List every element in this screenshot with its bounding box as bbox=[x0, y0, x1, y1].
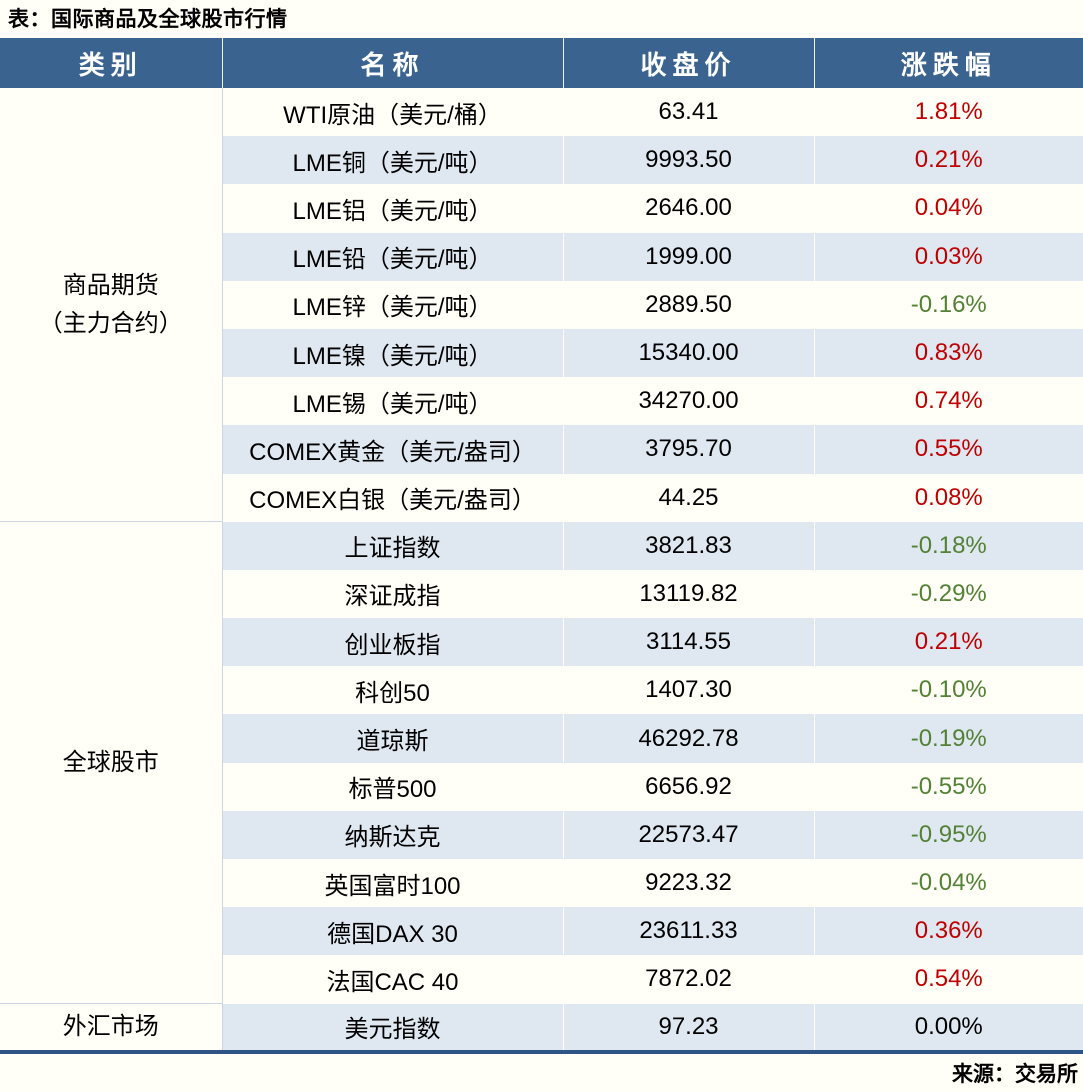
col-header-category: 类别 bbox=[0, 38, 223, 88]
name-cell: LME铅（美元/吨） bbox=[222, 232, 564, 281]
table-row: LME铜（美元/吨） 9993.50 0.21% bbox=[0, 136, 1083, 185]
close-cell: 3821.83 bbox=[563, 521, 815, 570]
name-cell: 科创50 bbox=[222, 666, 564, 715]
close-cell: 2646.00 bbox=[563, 184, 815, 233]
change-cell: -0.95% bbox=[814, 810, 1083, 859]
change-cell: -0.18% bbox=[814, 521, 1083, 570]
close-cell: 34270.00 bbox=[563, 377, 815, 426]
table-row: LME锡（美元/吨） 34270.00 0.74% bbox=[0, 377, 1083, 426]
table-row: 深证成指 13119.82 -0.29% bbox=[0, 569, 1083, 619]
table-row: LME铝（美元/吨） 2646.00 0.04% bbox=[0, 184, 1083, 233]
name-cell: COMEX白银（美元/盎司） bbox=[222, 473, 564, 522]
col-header-name: 名称 bbox=[222, 38, 564, 88]
table-row: 科创50 1407.30 -0.10% bbox=[0, 666, 1083, 715]
change-cell: 0.21% bbox=[814, 618, 1083, 667]
name-cell: LME锌（美元/吨） bbox=[222, 280, 564, 329]
name-cell: 纳斯达克 bbox=[222, 810, 564, 859]
close-cell: 13119.82 bbox=[563, 569, 815, 619]
close-cell: 6656.92 bbox=[563, 762, 815, 811]
close-cell: 1407.30 bbox=[563, 666, 815, 715]
change-cell: 0.36% bbox=[814, 907, 1083, 956]
name-cell: LME锡（美元/吨） bbox=[222, 377, 564, 426]
close-cell: 2889.50 bbox=[563, 280, 815, 329]
close-cell: 23611.33 bbox=[563, 907, 815, 956]
table-row: 外汇市场 美元指数 97.23 0.00% bbox=[0, 1003, 1083, 1054]
name-cell: LME铝（美元/吨） bbox=[222, 184, 564, 233]
table-row: 道琼斯 46292.78 -0.19% bbox=[0, 714, 1083, 763]
table-row: 德国DAX 30 23611.33 0.36% bbox=[0, 907, 1083, 956]
table-row: LME镍（美元/吨） 15340.00 0.83% bbox=[0, 328, 1083, 378]
change-cell: 0.03% bbox=[814, 232, 1083, 281]
change-cell: 0.83% bbox=[814, 328, 1083, 378]
name-cell: LME镍（美元/吨） bbox=[222, 328, 564, 378]
col-header-close: 收盘价 bbox=[563, 38, 815, 88]
change-cell: -0.04% bbox=[814, 859, 1083, 908]
change-cell: 0.08% bbox=[814, 473, 1083, 522]
name-cell: 深证成指 bbox=[222, 569, 564, 619]
table-row: COMEX黄金（美元/盎司） 3795.70 0.55% bbox=[0, 425, 1083, 474]
source-label: 来源：交易所 bbox=[952, 1063, 1078, 1086]
category-cell-commodity-futures: 商品期货 （主力合约） bbox=[0, 88, 223, 522]
table-row: 全球股市 上证指数 3821.83 -0.18% bbox=[0, 521, 1083, 1004]
table-row: 英国富时100 9223.32 -0.04% bbox=[0, 859, 1083, 908]
name-cell: WTI原油（美元/桶） bbox=[222, 88, 564, 137]
name-cell: 美元指数 bbox=[222, 1003, 564, 1054]
close-cell: 9223.32 bbox=[563, 859, 815, 908]
close-cell: 7872.02 bbox=[563, 955, 815, 1004]
table-row: 标普500 6656.92 -0.55% bbox=[0, 762, 1083, 811]
close-cell: 97.23 bbox=[563, 1003, 815, 1054]
name-cell: 德国DAX 30 bbox=[222, 907, 564, 956]
name-cell: 道琼斯 bbox=[222, 714, 564, 763]
name-cell: 法国CAC 40 bbox=[222, 955, 564, 1004]
change-cell: -0.16% bbox=[814, 280, 1083, 329]
close-cell: 15340.00 bbox=[563, 328, 815, 378]
table-row: 纳斯达克 22573.47 -0.95% bbox=[0, 810, 1083, 859]
change-cell: 1.81% bbox=[814, 88, 1083, 137]
category-cell-forex: 外汇市场 bbox=[0, 1003, 223, 1054]
market-table: 类别 名称 收盘价 涨跌幅 商品期货 （主力合约） WTI原油（美元/桶） 63… bbox=[0, 38, 1083, 1054]
table-row: LME锌（美元/吨） 2889.50 -0.16% bbox=[0, 280, 1083, 329]
table-row: 创业板指 3114.55 0.21% bbox=[0, 618, 1083, 667]
table-row: 商品期货 （主力合约） WTI原油（美元/桶） 63.41 1.81% bbox=[0, 88, 1083, 522]
close-cell: 1999.00 bbox=[563, 232, 815, 281]
name-cell: COMEX黄金（美元/盎司） bbox=[222, 425, 564, 474]
category-cell-global-stocks: 全球股市 bbox=[0, 521, 223, 1004]
close-cell: 44.25 bbox=[563, 473, 815, 522]
close-cell: 46292.78 bbox=[563, 714, 815, 763]
change-cell: -0.29% bbox=[814, 569, 1083, 619]
close-cell: 3114.55 bbox=[563, 618, 815, 667]
change-cell: 0.74% bbox=[814, 377, 1083, 426]
header-row: 类别 名称 收盘价 涨跌幅 bbox=[0, 38, 1083, 88]
close-cell: 9993.50 bbox=[563, 136, 815, 185]
name-cell: 创业板指 bbox=[222, 618, 564, 667]
table-row: 法国CAC 40 7872.02 0.54% bbox=[0, 955, 1083, 1004]
close-cell: 22573.47 bbox=[563, 810, 815, 859]
name-cell: 英国富时100 bbox=[222, 859, 564, 908]
change-cell: -0.19% bbox=[814, 714, 1083, 763]
change-cell: 0.54% bbox=[814, 955, 1083, 1004]
table-title: 表：国际商品及全球股市行情 bbox=[8, 8, 288, 31]
change-cell: 0.21% bbox=[814, 136, 1083, 185]
table-row: LME铅（美元/吨） 1999.00 0.03% bbox=[0, 232, 1083, 281]
name-cell: 标普500 bbox=[222, 762, 564, 811]
change-cell: -0.55% bbox=[814, 762, 1083, 811]
close-cell: 63.41 bbox=[563, 88, 815, 137]
change-cell: 0.55% bbox=[814, 425, 1083, 474]
change-cell: 0.04% bbox=[814, 184, 1083, 233]
name-cell: LME铜（美元/吨） bbox=[222, 136, 564, 185]
name-cell: 上证指数 bbox=[222, 521, 564, 570]
change-cell: 0.00% bbox=[814, 1003, 1083, 1054]
col-header-change: 涨跌幅 bbox=[814, 38, 1083, 88]
table-row: COMEX白银（美元/盎司） 44.25 0.08% bbox=[0, 473, 1083, 522]
change-cell: -0.10% bbox=[814, 666, 1083, 715]
close-cell: 3795.70 bbox=[563, 425, 815, 474]
